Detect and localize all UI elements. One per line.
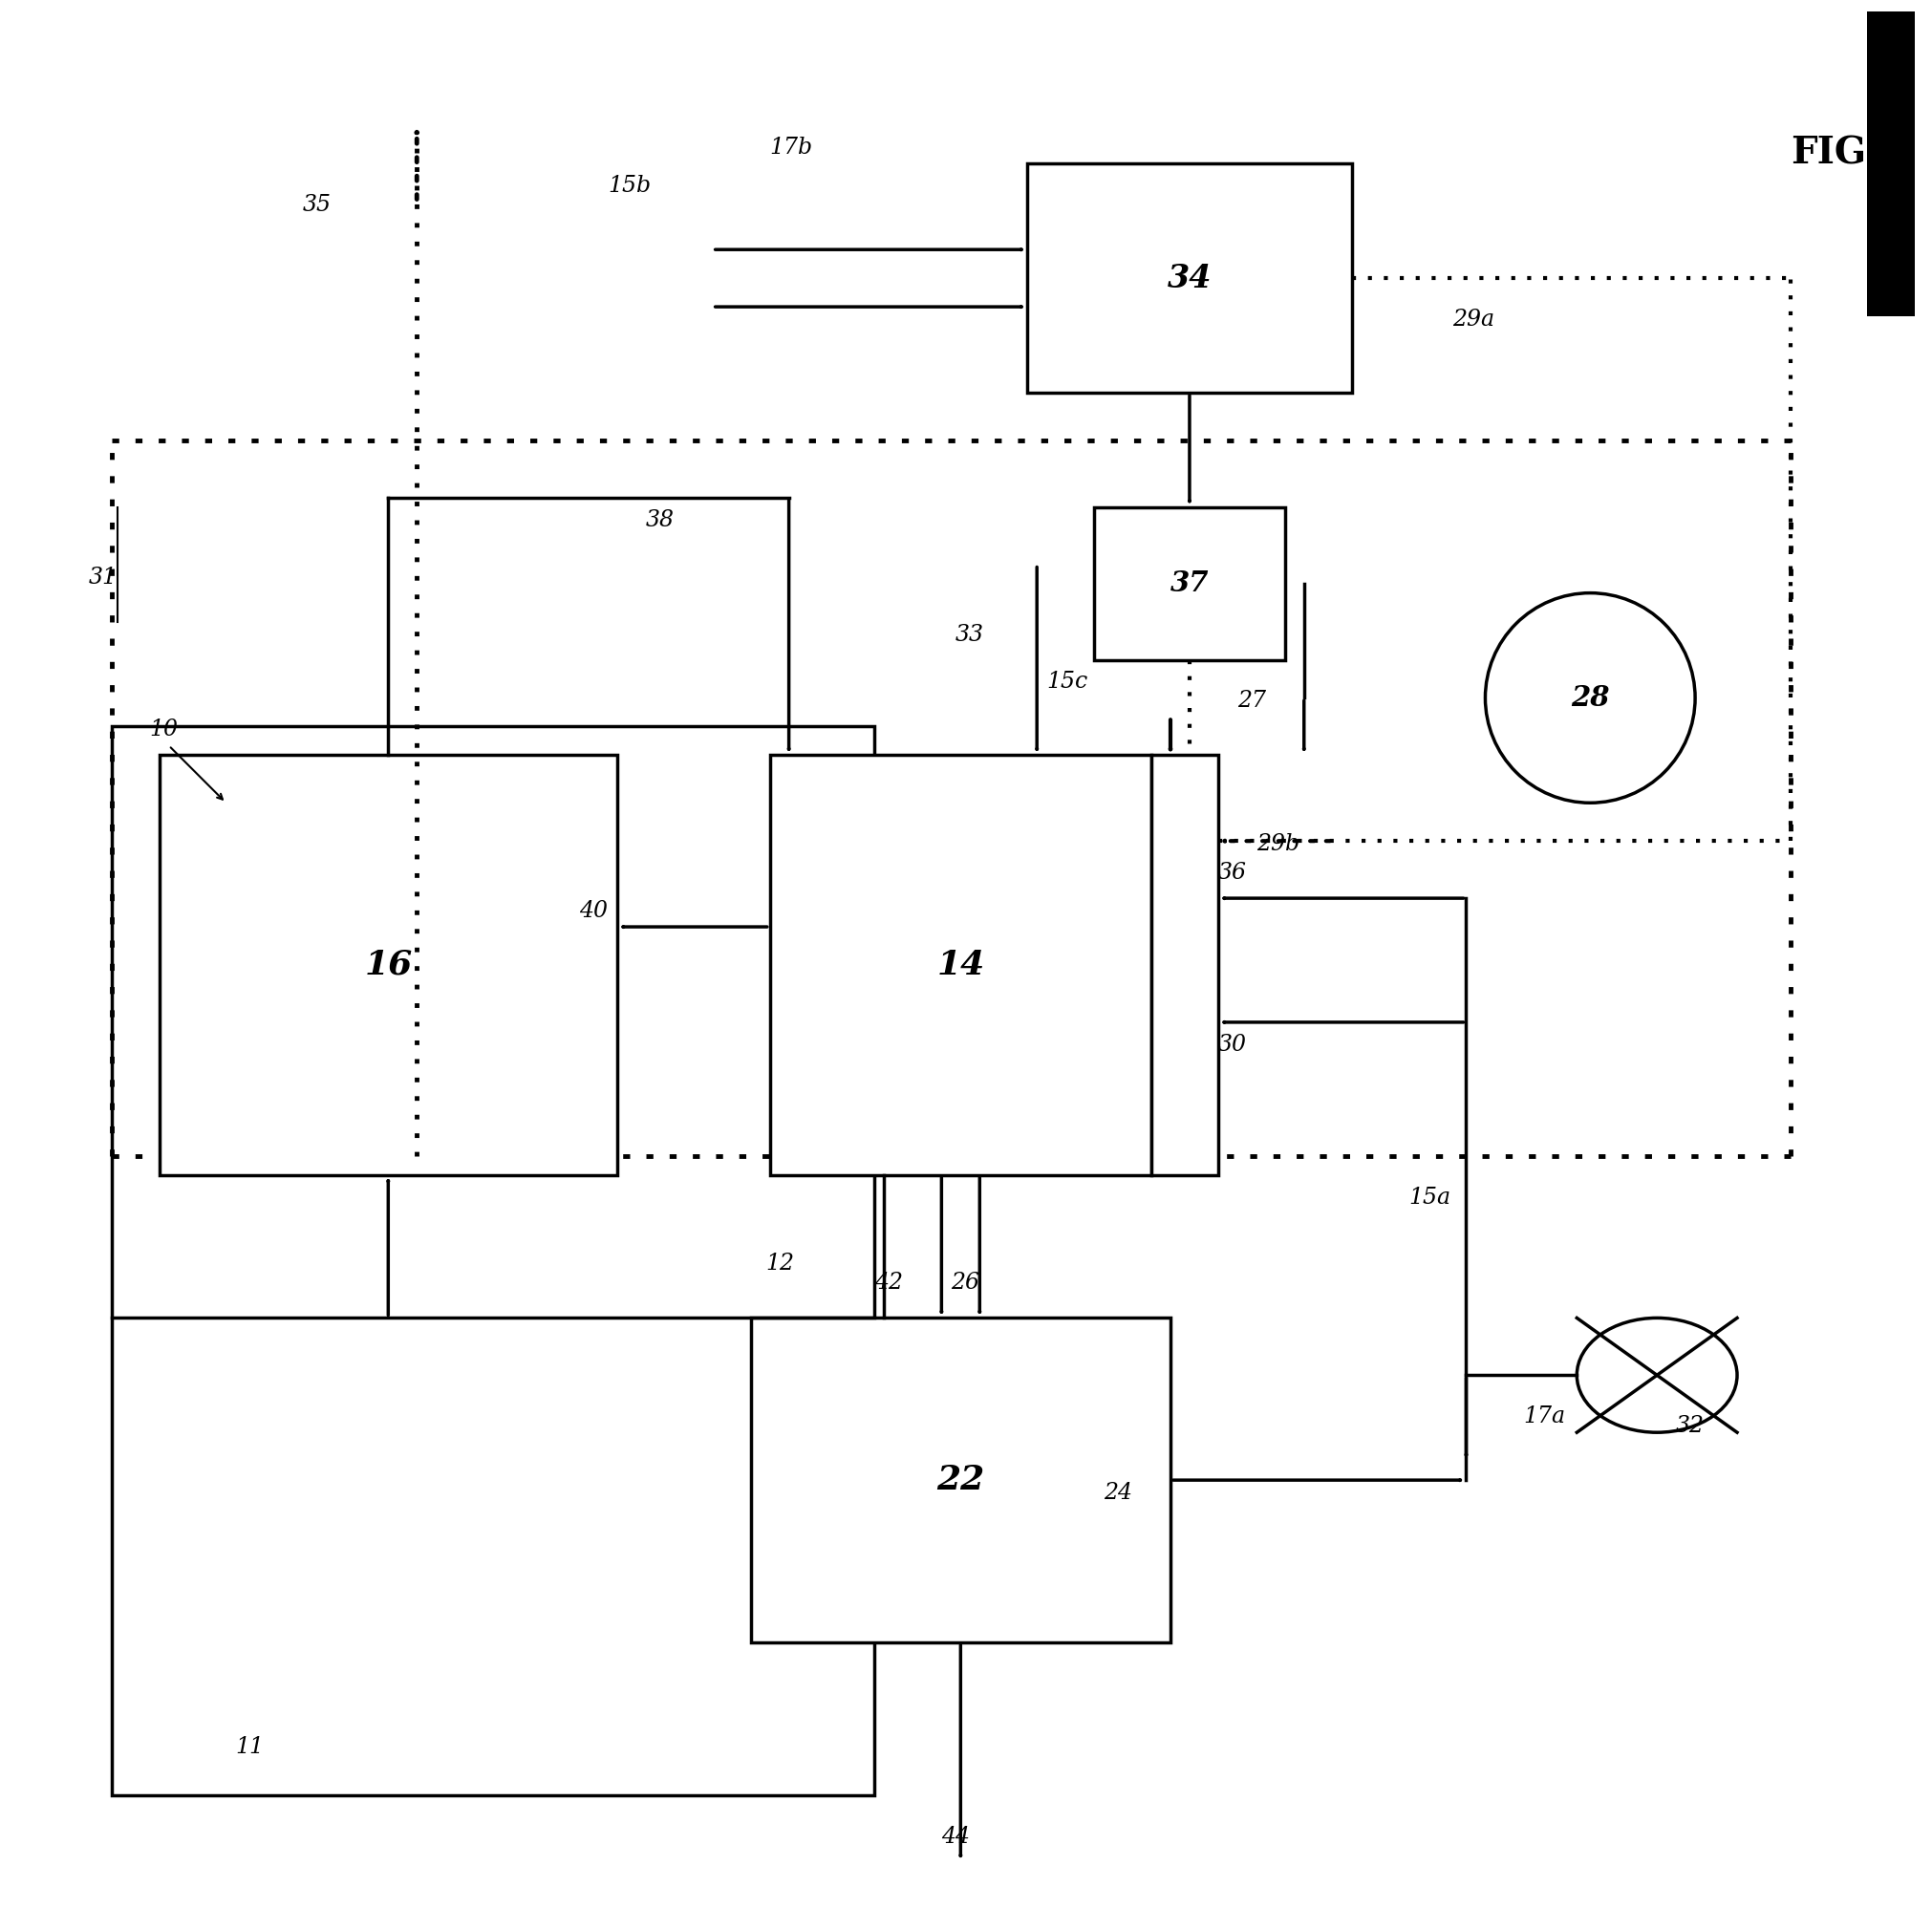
Text: 37: 37 <box>1171 569 1209 596</box>
Text: 12: 12 <box>765 1253 794 1276</box>
Text: 16: 16 <box>365 950 412 980</box>
Bar <box>1866 12 1915 317</box>
Text: 26: 26 <box>951 1272 980 1295</box>
Text: 42: 42 <box>875 1272 904 1295</box>
Text: 31: 31 <box>89 565 118 589</box>
Text: 22: 22 <box>937 1463 985 1496</box>
Text: 17a: 17a <box>1524 1405 1565 1428</box>
Text: 27: 27 <box>1236 691 1265 712</box>
Text: 10: 10 <box>149 718 178 741</box>
Text: FIG.1: FIG.1 <box>1791 135 1903 172</box>
Text: 15b: 15b <box>609 176 651 197</box>
Text: 14: 14 <box>937 950 985 980</box>
Text: 44: 44 <box>941 1826 970 1847</box>
Text: 40: 40 <box>580 899 609 923</box>
Text: 24: 24 <box>1103 1482 1132 1503</box>
Text: 28: 28 <box>1571 683 1609 712</box>
Text: 15a: 15a <box>1408 1187 1451 1208</box>
Text: 11: 11 <box>236 1735 265 1758</box>
Bar <box>752 1318 1171 1642</box>
Text: 38: 38 <box>645 510 674 531</box>
Bar <box>1094 508 1285 660</box>
Text: 36: 36 <box>1219 863 1246 884</box>
Text: 29a: 29a <box>1453 309 1495 330</box>
Text: 15c: 15c <box>1047 672 1088 693</box>
Text: 33: 33 <box>954 623 983 645</box>
Bar <box>1151 755 1219 1175</box>
Text: 35: 35 <box>303 195 330 216</box>
Text: 30: 30 <box>1219 1034 1246 1056</box>
Text: 17b: 17b <box>769 137 813 158</box>
Ellipse shape <box>1577 1318 1737 1432</box>
Text: 32: 32 <box>1677 1415 1704 1438</box>
Text: 29b: 29b <box>1256 834 1300 855</box>
Text: 34: 34 <box>1167 262 1211 293</box>
Bar <box>112 726 875 1795</box>
Bar <box>158 755 616 1175</box>
Bar <box>1028 164 1352 392</box>
Bar <box>769 755 1151 1175</box>
